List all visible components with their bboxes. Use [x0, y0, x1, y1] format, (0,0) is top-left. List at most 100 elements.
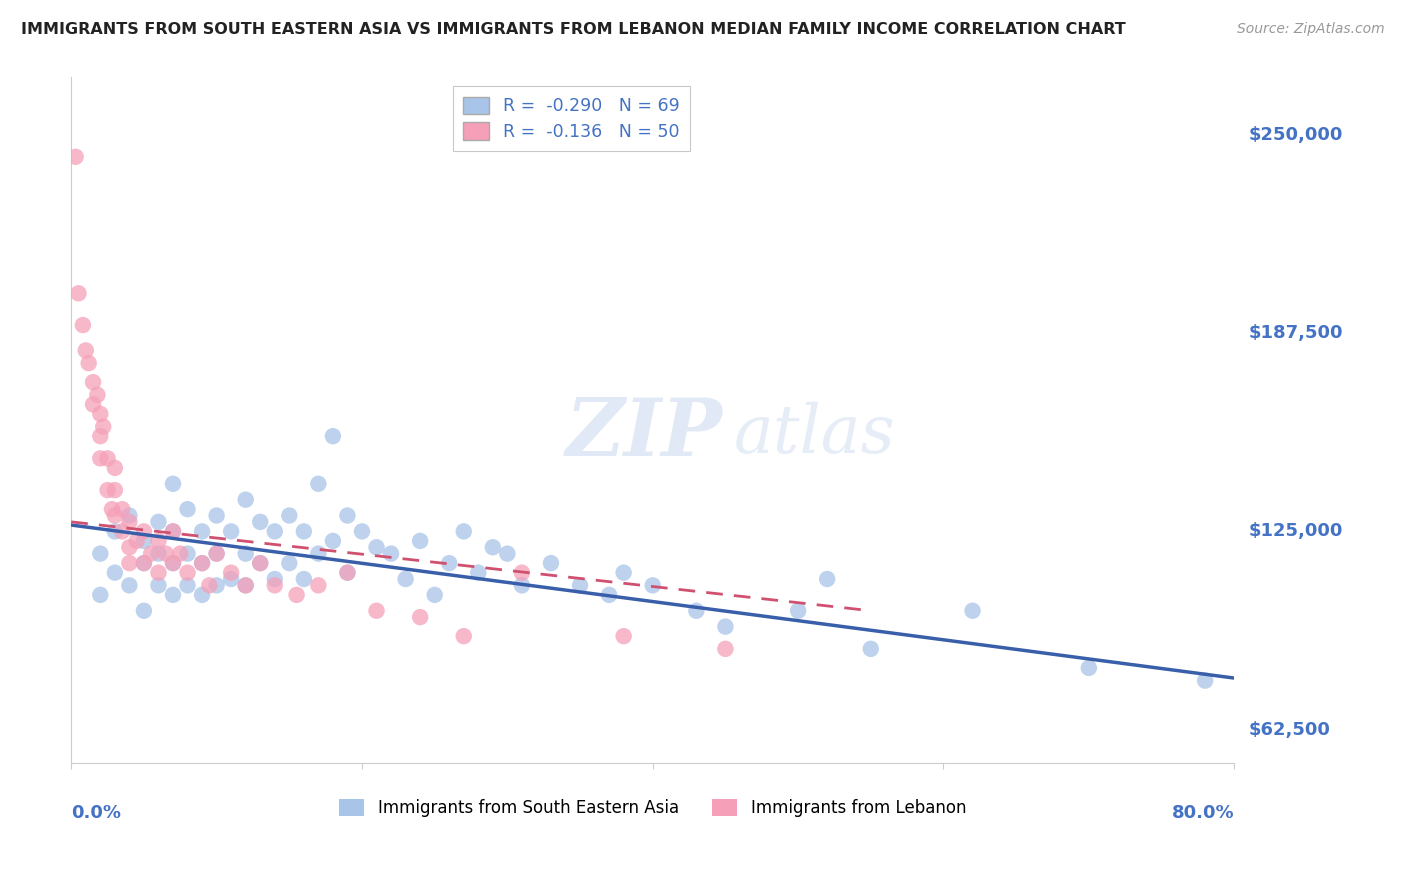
- Point: [104, 508, 127, 523]
- Point: [162, 476, 184, 491]
- Point: [292, 524, 315, 539]
- Point: [176, 578, 198, 592]
- Point: [336, 566, 359, 580]
- Point: [148, 578, 170, 592]
- Point: [104, 524, 127, 539]
- Point: [75, 343, 97, 358]
- Point: [714, 641, 737, 656]
- Point: [235, 578, 257, 592]
- Point: [169, 547, 191, 561]
- Point: [336, 566, 359, 580]
- Point: [118, 578, 141, 592]
- Point: [111, 502, 134, 516]
- Point: [453, 524, 475, 539]
- Point: [249, 515, 271, 529]
- Point: [205, 547, 228, 561]
- Point: [278, 508, 301, 523]
- Point: [569, 578, 592, 592]
- Point: [118, 541, 141, 555]
- Point: [97, 483, 120, 497]
- Point: [132, 533, 155, 548]
- Point: [176, 566, 198, 580]
- Text: Source: ZipAtlas.com: Source: ZipAtlas.com: [1237, 22, 1385, 37]
- Point: [859, 641, 882, 656]
- Point: [482, 541, 505, 555]
- Point: [82, 397, 104, 411]
- Point: [132, 524, 155, 539]
- Point: [205, 508, 228, 523]
- Text: $250,000: $250,000: [1249, 126, 1343, 144]
- Point: [72, 318, 94, 332]
- Point: [787, 604, 810, 618]
- Point: [176, 547, 198, 561]
- Point: [191, 588, 214, 602]
- Point: [101, 502, 124, 516]
- Point: [82, 375, 104, 389]
- Point: [394, 572, 416, 586]
- Point: [235, 578, 257, 592]
- Point: [205, 547, 228, 561]
- Point: [263, 572, 285, 586]
- Point: [91, 419, 114, 434]
- Point: [132, 604, 155, 618]
- Point: [155, 547, 177, 561]
- Point: [77, 356, 100, 370]
- Point: [510, 566, 533, 580]
- Point: [467, 566, 489, 580]
- Point: [1194, 673, 1216, 688]
- Point: [285, 588, 308, 602]
- Point: [132, 556, 155, 570]
- Point: [162, 524, 184, 539]
- Point: [613, 629, 636, 643]
- Point: [322, 533, 344, 548]
- Text: $187,500: $187,500: [1249, 324, 1343, 342]
- Point: [205, 578, 228, 592]
- Point: [89, 407, 111, 421]
- Point: [191, 556, 214, 570]
- Text: IMMIGRANTS FROM SOUTH EASTERN ASIA VS IMMIGRANTS FROM LEBANON MEDIAN FAMILY INCO: IMMIGRANTS FROM SOUTH EASTERN ASIA VS IM…: [21, 22, 1126, 37]
- Point: [219, 524, 242, 539]
- Point: [249, 556, 271, 570]
- Point: [65, 150, 87, 164]
- Point: [162, 556, 184, 570]
- Point: [366, 604, 388, 618]
- Point: [176, 502, 198, 516]
- Point: [714, 619, 737, 633]
- Point: [278, 556, 301, 570]
- Text: 0.0%: 0.0%: [72, 805, 121, 822]
- Point: [162, 556, 184, 570]
- Point: [437, 556, 460, 570]
- Point: [685, 604, 707, 618]
- Point: [141, 547, 163, 561]
- Point: [148, 515, 170, 529]
- Point: [366, 541, 388, 555]
- Point: [613, 566, 636, 580]
- Point: [322, 429, 344, 443]
- Legend: Immigrants from South Eastern Asia, Immigrants from Lebanon: Immigrants from South Eastern Asia, Immi…: [333, 792, 973, 823]
- Point: [162, 588, 184, 602]
- Text: ZIP: ZIP: [565, 395, 723, 473]
- Point: [453, 629, 475, 643]
- Point: [89, 547, 111, 561]
- Point: [409, 610, 432, 624]
- Point: [148, 547, 170, 561]
- Point: [336, 508, 359, 523]
- Text: 80.0%: 80.0%: [1171, 805, 1234, 822]
- Point: [191, 556, 214, 570]
- Point: [962, 604, 984, 618]
- Point: [307, 547, 329, 561]
- Point: [219, 566, 242, 580]
- Point: [380, 547, 402, 561]
- Point: [249, 556, 271, 570]
- Point: [510, 578, 533, 592]
- Point: [104, 566, 127, 580]
- Point: [350, 524, 373, 539]
- Point: [132, 556, 155, 570]
- Point: [198, 578, 221, 592]
- Point: [86, 388, 108, 402]
- Point: [292, 572, 315, 586]
- Point: [219, 572, 242, 586]
- Point: [307, 476, 329, 491]
- Point: [307, 578, 329, 592]
- Point: [118, 556, 141, 570]
